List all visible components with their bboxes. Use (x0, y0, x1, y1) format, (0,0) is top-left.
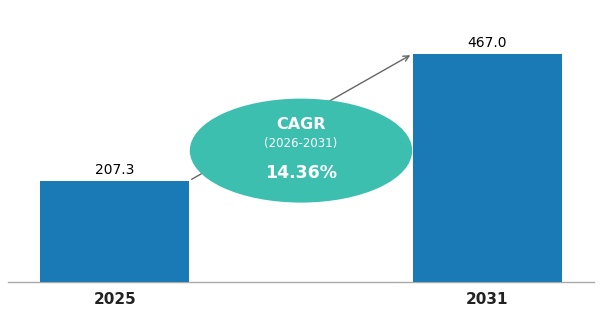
Text: (2026-2031): (2026-2031) (264, 137, 338, 150)
Text: 14.36%: 14.36% (265, 163, 337, 181)
Bar (40, 181, 189, 282)
Text: CAGR: CAGR (276, 117, 326, 132)
Text: 467.0: 467.0 (468, 36, 507, 50)
Bar (413, 54, 562, 282)
Circle shape (190, 99, 412, 203)
Text: 207.3: 207.3 (95, 163, 134, 177)
